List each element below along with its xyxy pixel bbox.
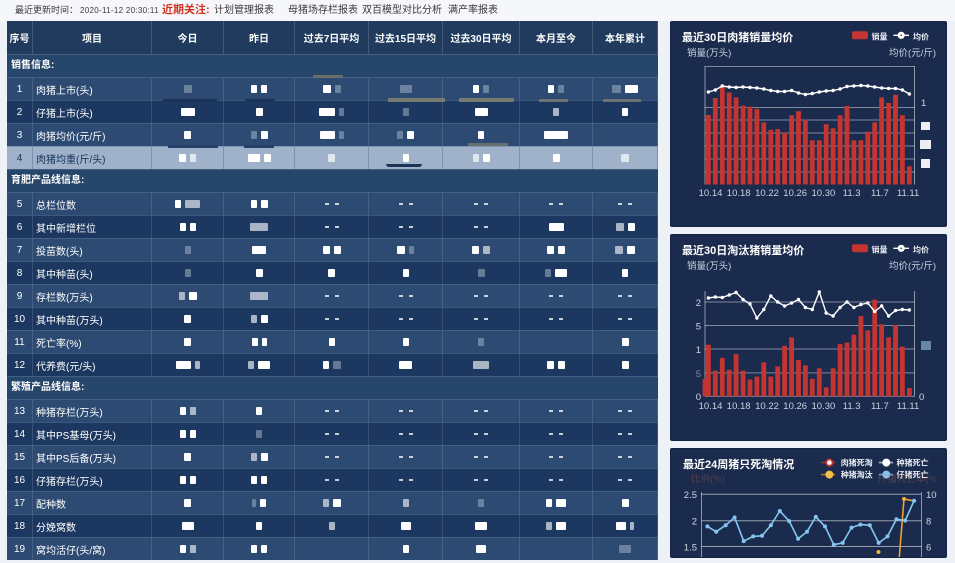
svg-text:10.26: 10.26 [783, 188, 807, 199]
svg-text:10.22: 10.22 [755, 401, 779, 412]
svg-text:最近30日淘汰猪销量均价: 最近30日淘汰猪销量均价 [682, 243, 804, 257]
svg-text:2: 2 [692, 517, 697, 528]
svg-text:11.11: 11.11 [897, 188, 919, 199]
svg-text:均价(元/斤): 均价(元/斤) [889, 260, 936, 272]
svg-text:仔猪死亡: 仔猪死亡 [897, 470, 929, 480]
svg-text:最近24周猪只死淘情况: 最近24周猪只死淘情况 [683, 457, 794, 471]
svg-text:1: 1 [921, 98, 926, 109]
svg-text:种猪淘汰: 种猪淘汰 [841, 470, 873, 480]
svg-text:均价: 均价 [913, 31, 929, 41]
svg-text:1: 1 [696, 345, 701, 356]
svg-text:种猪死亡: 种猪死亡 [897, 458, 929, 468]
svg-text:仔猪死亡率(%: 仔猪死亡率(% [878, 473, 938, 485]
svg-text:11.3: 11.3 [843, 188, 861, 199]
svg-text:0: 0 [919, 392, 924, 403]
svg-text:10.26: 10.26 [783, 401, 807, 412]
svg-text:11.7: 11.7 [871, 188, 889, 199]
svg-text:销量: 销量 [872, 244, 888, 254]
svg-text:10.18: 10.18 [727, 188, 751, 199]
svg-text:11.11: 11.11 [897, 401, 919, 412]
svg-text:最近30日肉猪销量均价: 最近30日肉猪销量均价 [682, 30, 793, 44]
svg-text:2: 2 [696, 298, 701, 309]
svg-text:6: 6 [926, 543, 931, 554]
svg-text:10.22: 10.22 [755, 188, 779, 199]
svg-text:10.14: 10.14 [699, 188, 723, 199]
svg-text:肉猪死淘: 肉猪死淘 [841, 458, 873, 468]
svg-text:1.5: 1.5 [684, 543, 697, 554]
svg-text:10.18: 10.18 [727, 401, 751, 412]
svg-text:10.30: 10.30 [812, 188, 836, 199]
svg-text:销量(万头): 销量(万头) [687, 260, 731, 272]
svg-text:5: 5 [696, 369, 701, 380]
svg-text:销量(万头): 销量(万头) [687, 47, 731, 59]
svg-text:销量: 销量 [872, 31, 888, 41]
svg-text:8: 8 [926, 517, 931, 528]
svg-text:10: 10 [926, 490, 937, 501]
svg-text:11.7: 11.7 [871, 401, 889, 412]
svg-text:2.5: 2.5 [684, 490, 697, 501]
svg-text:0: 0 [696, 392, 701, 403]
svg-text:10.14: 10.14 [699, 401, 723, 412]
svg-text:5: 5 [696, 322, 701, 333]
svg-text:10.30: 10.30 [812, 401, 836, 412]
svg-text:均价: 均价 [913, 244, 929, 254]
svg-text:均价(元/斤): 均价(元/斤) [889, 47, 936, 59]
svg-text:11.3: 11.3 [843, 401, 861, 412]
svg-text:比例(%): 比例(%) [691, 473, 725, 485]
